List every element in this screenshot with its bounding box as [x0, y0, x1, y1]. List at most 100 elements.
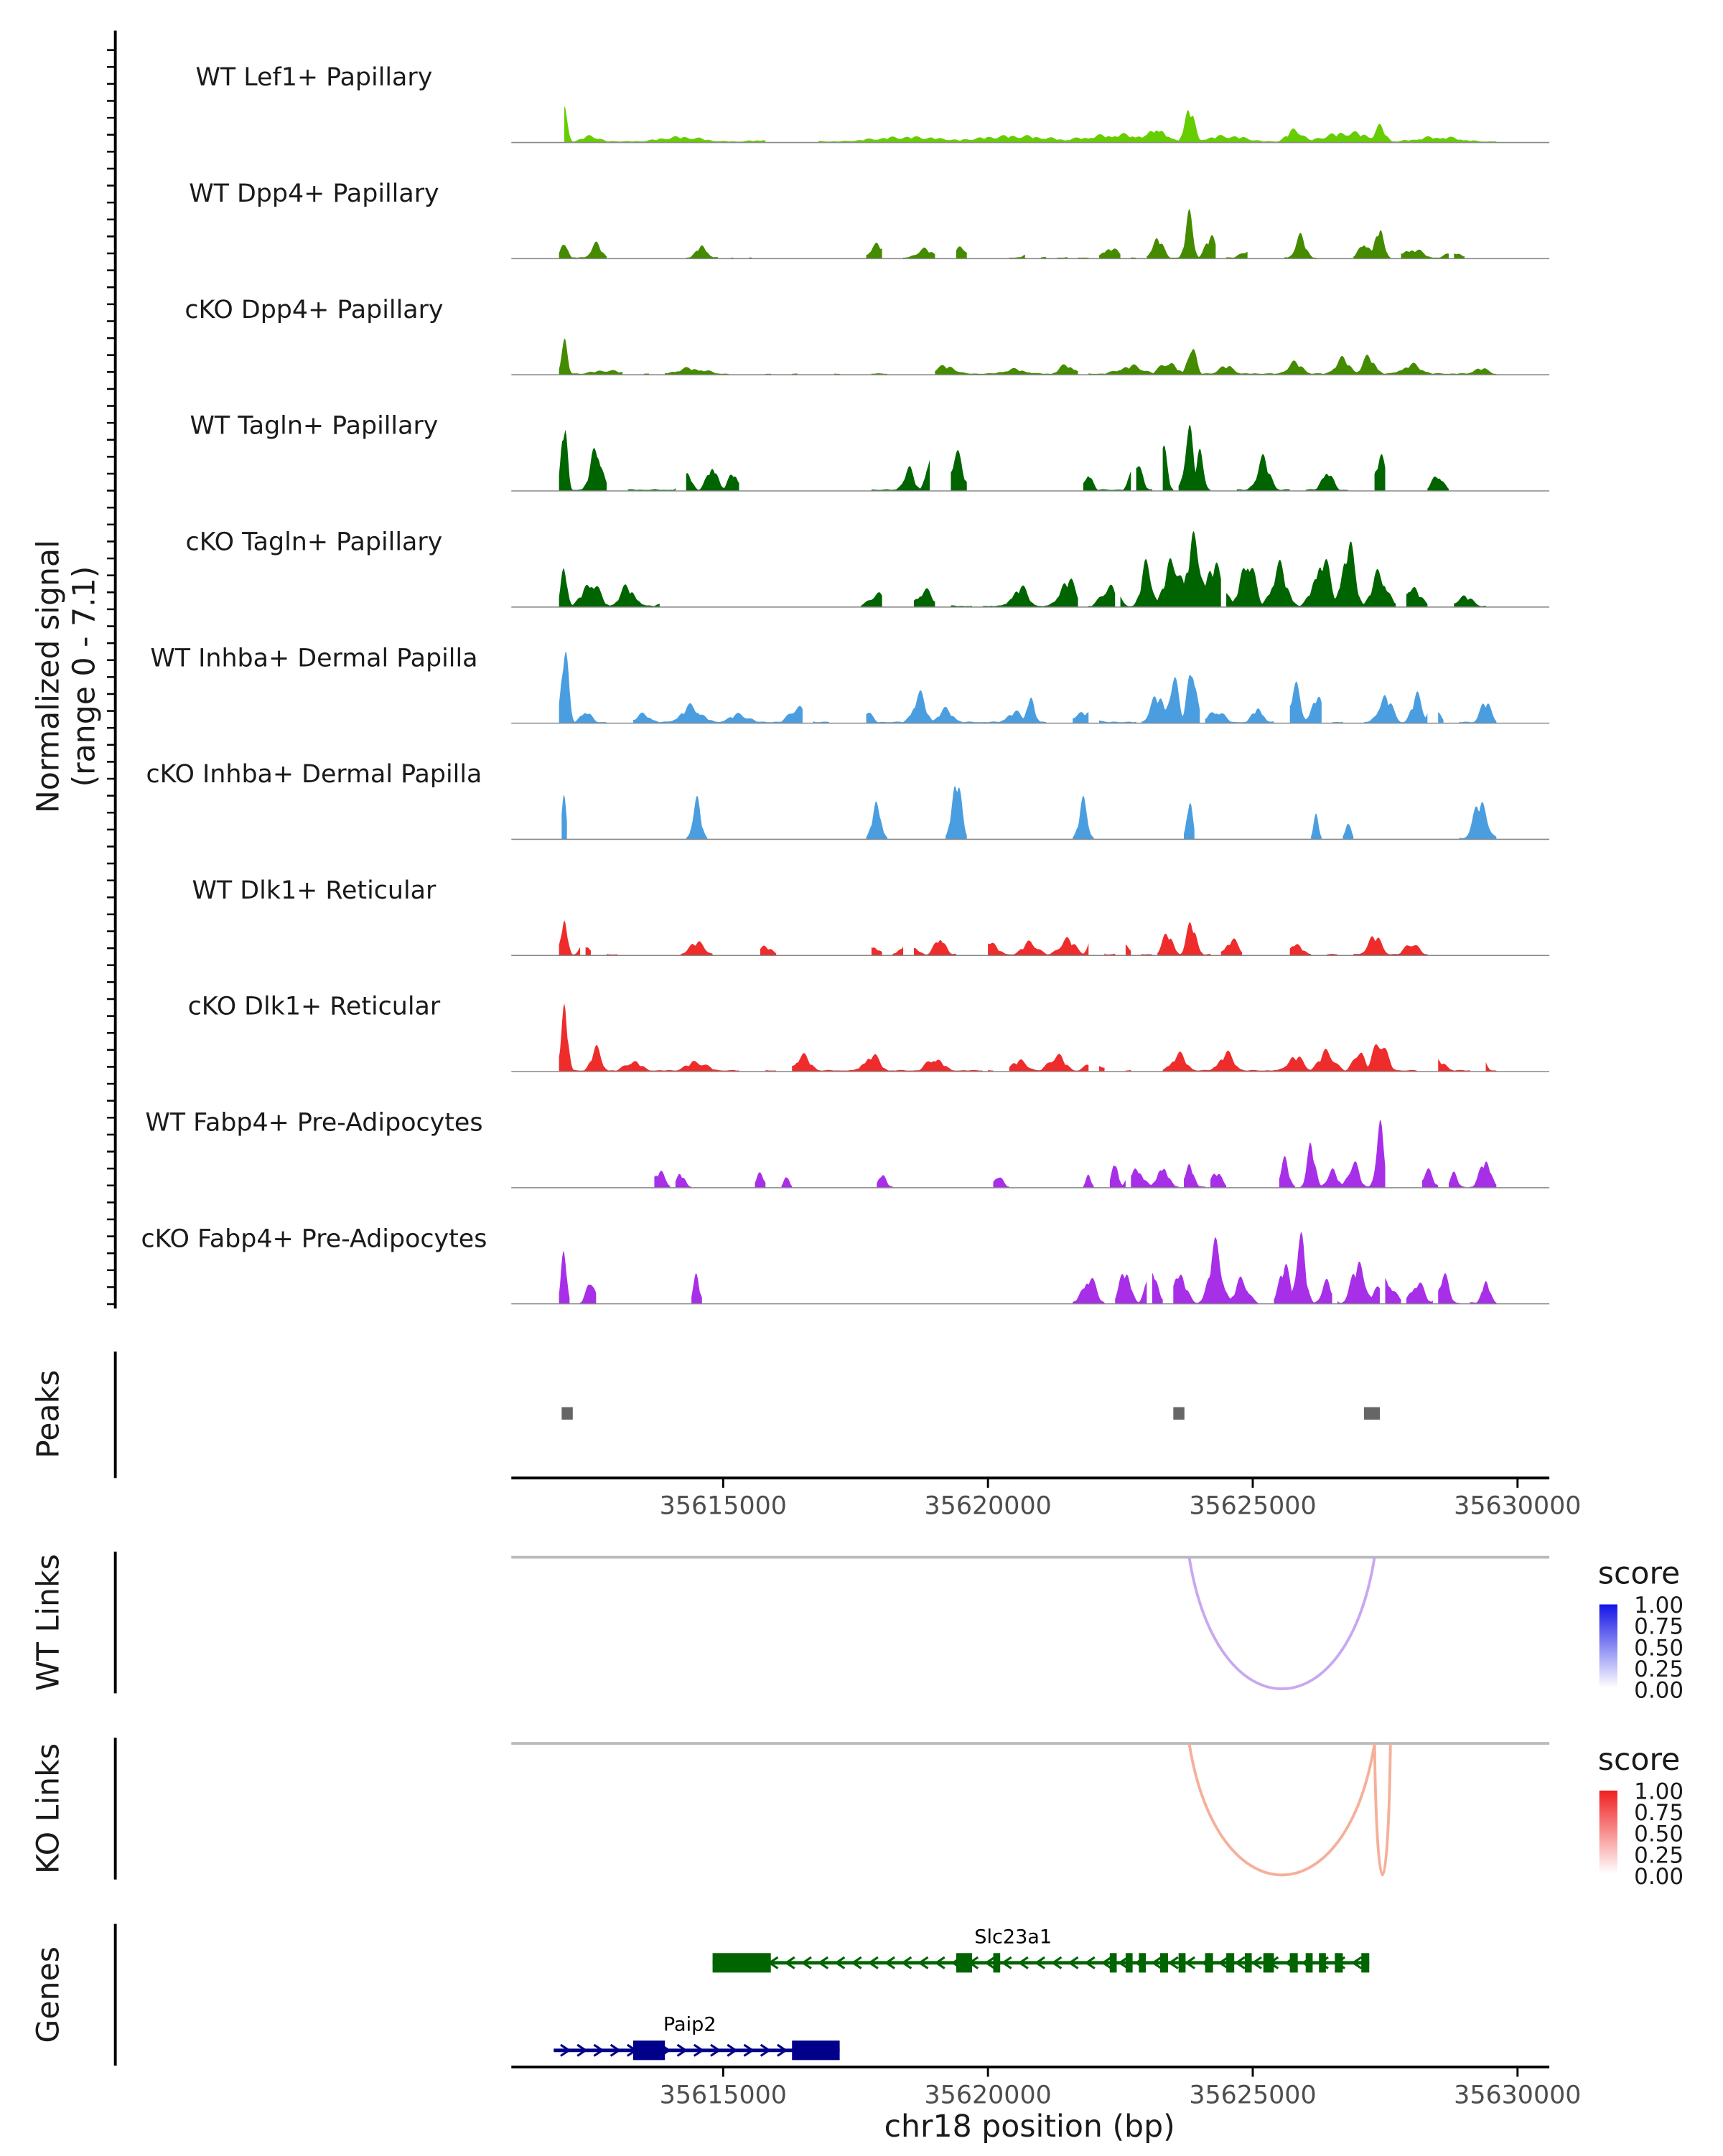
x-tick-label-genes: 35625000	[1189, 2081, 1316, 2109]
exon-slc23a1-5	[1125, 1953, 1133, 1973]
strand-arrow-slc23a1	[851, 1956, 862, 1969]
strand-arrow-slc23a1	[1101, 1956, 1112, 1969]
strand-arrow-slc23a1	[784, 1956, 795, 1969]
x-tick-label-peaks: 35625000	[1189, 1492, 1316, 1521]
coverage-area-10	[654, 1120, 1497, 1188]
track-label-1: WT Lef1+ Papillary	[195, 63, 432, 92]
exon-slc23a1-7	[1159, 1953, 1168, 1973]
legend-tick-label-2: 0.00	[1634, 1864, 1684, 1890]
coverage-area-7	[561, 785, 1497, 840]
strand-arrow-slc23a1	[1234, 1956, 1246, 1969]
track-label-2: WT Dpp4+ Papillary	[189, 179, 439, 208]
strand-arrow-slc23a1	[800, 1956, 812, 1969]
track-label-10: WT Fabp4+ Pre-Adipocytes	[145, 1108, 482, 1137]
x-tick-label-peaks: 35630000	[1454, 1492, 1581, 1521]
legend-tick-label-1: 0.50	[1634, 1635, 1684, 1661]
strand-arrow-paip2	[777, 2043, 788, 2057]
strand-arrow-paip2	[560, 2043, 571, 2057]
coverage-area-8	[559, 920, 1428, 956]
strand-arrow-slc23a1	[934, 1956, 945, 1969]
legend-tick-label-2: 0.25	[1634, 1842, 1684, 1868]
peak-region-1	[561, 1407, 573, 1420]
link-arc-2-2	[1373, 1743, 1392, 1877]
link-arc-2-1	[1187, 1743, 1376, 1877]
strand-arrow-paip2	[610, 2043, 622, 2057]
x-tick-label-genes: 35630000	[1454, 2081, 1581, 2109]
strand-arrow-slc23a1	[1084, 1956, 1096, 1969]
coverage-area-5	[559, 530, 1486, 607]
strand-arrow-slc23a1	[900, 1956, 912, 1969]
track-label-3: cKO Dpp4+ Papillary	[185, 296, 443, 324]
strand-arrow-paip2	[693, 2043, 705, 2057]
strand-arrow-slc23a1	[1251, 1956, 1262, 1969]
x-axis-title: chr18 position (bp)	[884, 2109, 1175, 2145]
coverage-area-1	[564, 106, 1497, 143]
peak-region-2	[1173, 1407, 1185, 1420]
strand-arrow-slc23a1	[867, 1956, 879, 1969]
strand-arrow-slc23a1	[917, 1956, 929, 1969]
gene-name-slc23a1: Slc23a1	[974, 1926, 1052, 1949]
strand-arrow-slc23a1	[1218, 1956, 1229, 1969]
track-label-4: WT Tagln+ Papillary	[190, 412, 438, 441]
x-tick-label-peaks: 35615000	[660, 1492, 787, 1521]
strand-arrow-slc23a1	[1167, 1956, 1179, 1969]
exon-slc23a1-14	[1305, 1953, 1313, 1973]
strand-arrow-slc23a1	[884, 1956, 895, 1969]
legend-tick-label-1: 0.25	[1634, 1656, 1684, 1682]
coverage-area-6	[559, 652, 1497, 723]
peak-region-3	[1363, 1407, 1381, 1420]
strand-arrow-paip2	[576, 2043, 588, 2057]
x-tick-label-peaks: 35620000	[925, 1492, 1052, 1521]
track-label-11: cKO Fabp4+ Pre-Adipocytes	[141, 1224, 487, 1253]
track-label-5: cKO Tagln+ Papillary	[186, 528, 443, 556]
exon-slc23a1-13	[1289, 1953, 1298, 1973]
strand-arrow-slc23a1	[1351, 1956, 1363, 1969]
x-tick-label-genes: 35620000	[925, 2081, 1052, 2109]
exon-slc23a1-17	[1361, 1953, 1370, 1973]
link-arc-1-1	[1187, 1557, 1376, 1691]
legend-tick-label-1: 1.00	[1634, 1593, 1684, 1618]
coverage-area-11	[559, 1232, 1497, 1304]
legend-tick-label-1: 0.00	[1634, 1678, 1684, 1704]
peaks-label: Peaks	[30, 1370, 66, 1458]
legend-tick-label-1: 0.75	[1634, 1614, 1684, 1640]
legend-tick-label-2: 0.50	[1634, 1822, 1684, 1847]
strand-arrow-paip2	[593, 2043, 604, 2057]
strand-arrow-slc23a1	[1034, 1956, 1046, 1969]
strand-arrow-slc23a1	[1068, 1956, 1079, 1969]
exon-paip2-1	[632, 2040, 666, 2061]
exon-slc23a1-6	[1139, 1953, 1147, 1973]
exon-slc23a1-11	[1244, 1953, 1252, 1973]
strand-arrow-slc23a1	[1017, 1956, 1029, 1969]
legend-tick-label-2: 0.75	[1634, 1800, 1684, 1826]
links-label-1: WT Links	[30, 1554, 66, 1691]
track-label-8: WT Dlk1+ Reticular	[192, 876, 436, 905]
strand-arrow-slc23a1	[817, 1956, 829, 1969]
links-label-2: KO Links	[30, 1743, 66, 1874]
strand-arrow-slc23a1	[984, 1956, 996, 1969]
exon-slc23a1-4	[1109, 1953, 1117, 1973]
legend-title-1: score	[1598, 1555, 1680, 1591]
exon-slc23a1-9	[1205, 1953, 1213, 1973]
exon-slc23a1-16	[1335, 1953, 1343, 1973]
exon-paip2-2	[792, 2040, 840, 2061]
coverage-area-9	[559, 1003, 1497, 1072]
track-label-7: cKO Inhba+ Dermal Papilla	[146, 760, 482, 789]
track-label-6: WT Inhba+ Dermal Papilla	[150, 644, 477, 672]
exon-slc23a1-2	[956, 1953, 973, 1973]
strand-arrow-paip2	[710, 2043, 722, 2057]
strand-arrow-slc23a1	[1001, 1956, 1012, 1969]
strand-arrow-paip2	[743, 2043, 755, 2057]
x-tick-label-genes: 35615000	[660, 2081, 787, 2109]
track-label-9: cKO Dlk1+ Reticular	[188, 993, 441, 1021]
exon-slc23a1-15	[1319, 1953, 1326, 1973]
coverage-y-label: Normalized signal	[30, 540, 66, 813]
exon-slc23a1-8	[1178, 1953, 1186, 1973]
legend-colorbar-1	[1599, 1604, 1617, 1688]
strand-arrow-paip2	[676, 2043, 688, 2057]
legend-title-2: score	[1598, 1742, 1680, 1778]
coverage-y-range-label: (range 0 - 7.1)	[67, 566, 103, 787]
coverage-area-3	[559, 338, 1497, 375]
legend-colorbar-2	[1599, 1790, 1617, 1874]
